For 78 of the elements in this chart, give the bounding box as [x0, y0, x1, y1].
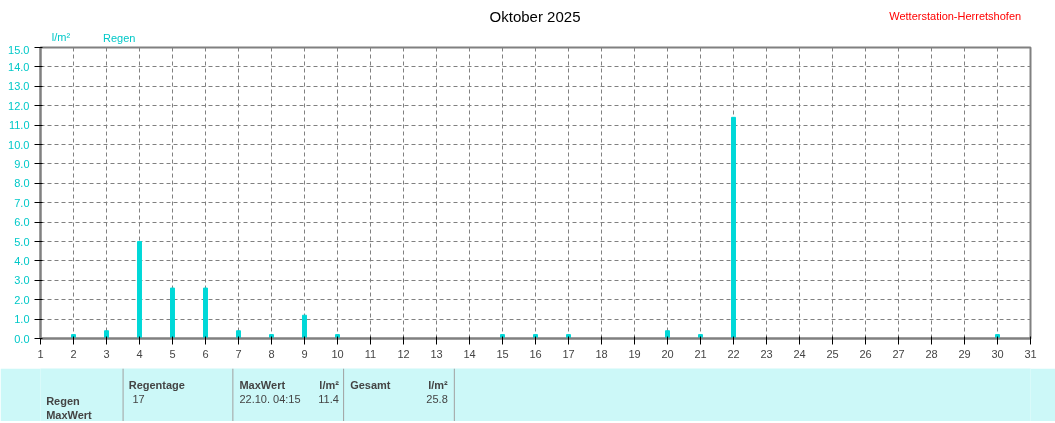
y-tick-label: 15.0	[8, 43, 30, 56]
bar	[203, 287, 208, 339]
x-tick-label: 14	[463, 347, 476, 360]
x-tick-label: 3	[103, 347, 110, 360]
text: 11.4	[318, 392, 339, 405]
y-tick-label: 5.0	[14, 235, 30, 248]
x-tick-label: 15	[496, 347, 509, 360]
x-tick-label: 25	[826, 347, 839, 360]
y-tick-label: 7.0	[14, 196, 30, 209]
text: Gesamt	[350, 378, 391, 391]
x-tick-label: 8	[268, 347, 275, 360]
bar	[500, 334, 505, 339]
x-tick-label: 10	[331, 347, 344, 360]
y-tick-label: 10.0	[8, 138, 30, 151]
bar	[71, 334, 76, 339]
bar	[104, 330, 109, 339]
text: 25.8	[426, 392, 448, 405]
text: MaxWert	[239, 378, 286, 391]
y-tick-label: 9.0	[14, 157, 30, 170]
x-tick-label: 31	[1024, 347, 1037, 360]
x-tick-label: 12	[397, 347, 410, 360]
x-tick-label: 11	[364, 347, 377, 360]
bar	[236, 330, 241, 339]
y-tick-label: 2.0	[14, 293, 30, 306]
x-tick-label: 9	[301, 347, 308, 360]
x-tick-label: 21	[694, 347, 707, 360]
x-tick-label: 7	[235, 347, 242, 360]
x-tick-label: 24	[793, 347, 806, 360]
text: Regen	[103, 32, 136, 44]
x-tick-label: 22	[727, 347, 740, 360]
bar	[170, 287, 175, 339]
y-tick-label: 13.0	[8, 80, 30, 93]
y-tick-label: 6.0	[14, 216, 30, 229]
x-tick-label: 16	[529, 347, 542, 360]
x-tick-label: 17	[562, 347, 575, 360]
y-tick-label: 11.0	[8, 119, 30, 132]
y-tick-label: 1.0	[14, 313, 30, 326]
x-tick-label: 30	[991, 347, 1004, 360]
bar	[995, 334, 1000, 339]
text: MaxWert	[46, 408, 93, 421]
bar	[566, 334, 571, 339]
text: 22.10. 04:15	[239, 392, 301, 405]
x-tick-label: 13	[430, 347, 443, 360]
y-tick-label: 3.0	[14, 274, 30, 287]
text: l/m²	[428, 378, 449, 391]
x-tick-label: 19	[628, 347, 641, 360]
bar	[665, 330, 670, 339]
bar	[533, 334, 538, 339]
y-tick-label: 12.0	[8, 99, 30, 112]
bar	[302, 314, 307, 339]
text: 17	[132, 392, 145, 405]
x-tick-label: 1	[37, 347, 44, 360]
text: Regentage	[128, 378, 185, 391]
text: Wetterstation-Herretshofen	[889, 9, 1022, 22]
y-tick-label: 14.0	[8, 60, 30, 73]
text: Regen	[46, 394, 81, 407]
x-tick-label: 2	[70, 347, 77, 360]
x-tick-label: 27	[892, 347, 905, 360]
x-tick-label: 23	[760, 347, 773, 360]
x-tick-label: 28	[925, 347, 938, 360]
x-tick-label: 26	[859, 347, 872, 360]
y-tick-label: 4.0	[14, 254, 30, 267]
bar	[335, 334, 340, 339]
bar	[731, 116, 736, 339]
chart-title: Oktober 2025	[489, 8, 581, 25]
x-tick-label: 6	[202, 347, 209, 360]
bar	[698, 334, 703, 339]
bar	[269, 334, 274, 339]
y-axis-title: l/m²	[51, 30, 71, 43]
y-tick-label: 8.0	[14, 177, 30, 190]
x-tick-label: 4	[136, 347, 143, 360]
bar	[137, 241, 142, 339]
x-tick-label: 18	[595, 347, 608, 360]
x-tick-label: 20	[661, 347, 674, 360]
x-tick-label: 29	[958, 347, 971, 360]
text: l/m²	[319, 378, 340, 391]
x-tick-label: 5	[169, 347, 176, 360]
y-tick-label: 0.0	[14, 332, 30, 345]
